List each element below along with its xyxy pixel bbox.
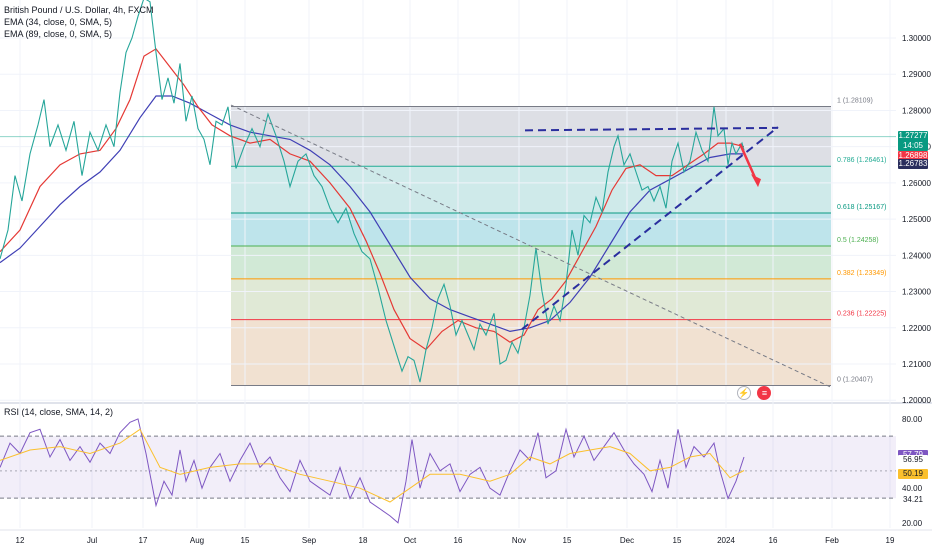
price-tick-label: 1.30000 bbox=[902, 34, 931, 43]
trendlines bbox=[230, 104, 831, 388]
time-tick-label: 19 bbox=[886, 536, 895, 545]
price-line bbox=[0, 0, 745, 383]
time-tick-label: Nov bbox=[512, 536, 526, 545]
fib-zone bbox=[231, 166, 831, 214]
price-tick-label: 1.22000 bbox=[902, 324, 931, 333]
rsi-ma-line bbox=[0, 428, 745, 503]
lightning-icon[interactable]: ⚡ bbox=[737, 386, 751, 400]
fib-level-label: 0 (1.20407) bbox=[837, 376, 873, 383]
rsi-legend[interactable]: RSI (14, close, SMA, 14, 2) bbox=[4, 407, 114, 417]
forecast-arrow-head bbox=[751, 174, 761, 188]
rsi-band bbox=[0, 436, 896, 499]
rsi-badge: 56.95 bbox=[898, 454, 928, 465]
time-tick-label: Dec bbox=[620, 536, 634, 545]
price-tick-label: 1.23000 bbox=[902, 288, 931, 297]
price-tick-label: 1.20000 bbox=[902, 396, 931, 405]
fib-level-label: 1 (1.28109) bbox=[837, 98, 873, 105]
time-tick-label: 15 bbox=[563, 536, 572, 545]
price-axis: 1.20000 1.21000 1.22000 1.23000 1.24000 1.250… bbox=[902, 34, 931, 405]
rsi-tick-label: 40.00 bbox=[902, 484, 923, 493]
price-tick-label: 1.26000 bbox=[902, 179, 931, 188]
time-tick-label: Oct bbox=[404, 536, 417, 545]
rsi-tick-label: 20.00 bbox=[902, 519, 923, 528]
time-tick-label: 15 bbox=[673, 536, 682, 545]
fib-zone bbox=[231, 213, 831, 246]
price-tick-label: 1.29000 bbox=[902, 70, 931, 79]
price-tick-label: 1.25000 bbox=[902, 215, 931, 224]
fib-zone bbox=[231, 319, 831, 386]
time-tick-label: 15 bbox=[241, 536, 250, 545]
ema89-legend[interactable]: EMA (89, close, 0, SMA, 5) bbox=[4, 29, 113, 39]
trendline bbox=[524, 126, 779, 132]
time-tick-label: Sep bbox=[302, 536, 317, 545]
trendline bbox=[521, 126, 779, 330]
us-flag-icon[interactable]: ≡ bbox=[757, 386, 772, 400]
time-tick-label: Feb bbox=[825, 536, 839, 545]
symbol-title[interactable]: British Pound / U.S. Dollar, 4h, FXCM bbox=[4, 5, 154, 15]
price-badge: 1.26783 bbox=[898, 158, 928, 169]
time-axis: 12 Jul 17 Aug 15 Sep 18 Oct 16 Nov 15 Dec 15 2024 16 Fe… bbox=[16, 536, 895, 545]
time-tick-label: Jul bbox=[87, 536, 97, 545]
fib-level-label: 0.382 (1.23349) bbox=[837, 270, 886, 277]
price-badge: 1.26898 bbox=[898, 151, 928, 162]
rsi-badge: 34.21 bbox=[898, 495, 928, 506]
ema34-legend[interactable]: EMA (34, close, 0, SMA, 5) bbox=[4, 17, 113, 27]
indicator-lines bbox=[0, 0, 745, 383]
rsi-tick-label: 80.00 bbox=[902, 415, 923, 424]
time-tick-label: 16 bbox=[769, 536, 778, 545]
rsi-line bbox=[0, 418, 745, 524]
fib-level-label: 0.618 (1.25167) bbox=[837, 204, 886, 211]
price-badge: 1.27277 14:05 bbox=[898, 130, 928, 151]
time-tick-label: 16 bbox=[454, 536, 463, 545]
fib-zone bbox=[231, 245, 831, 279]
rsi-badge: 50.19 bbox=[898, 468, 928, 479]
price-tick-label: 1.24000 bbox=[902, 251, 931, 260]
time-tick-label: 18 bbox=[359, 536, 368, 545]
fib-level-label: 0.786 (1.26461) bbox=[837, 157, 886, 164]
ema89-line bbox=[0, 95, 744, 333]
rsi-pane: 20.00 40.00 80.00 bbox=[0, 415, 923, 528]
time-tick-label: 12 bbox=[16, 536, 25, 545]
time-tick-label: Aug bbox=[190, 536, 204, 545]
trendline bbox=[230, 104, 831, 388]
fib-level-label: 0.5 (1.24258) bbox=[837, 237, 879, 244]
ema34-line bbox=[0, 48, 745, 351]
fib-level-label: 0.236 (1.22225) bbox=[837, 311, 886, 318]
event-icons: ⚡ ≡ bbox=[737, 383, 773, 401]
time-tick-label: 2024 bbox=[717, 536, 735, 545]
price-tick-label: 1.21000 bbox=[902, 360, 931, 369]
fibonacci-labels: 1 (1.28109) 0.786 (1.26461) 0.618 (1.25167… bbox=[837, 98, 886, 384]
bar-countdown: 14:05 bbox=[902, 140, 924, 150]
grid-lines bbox=[0, 0, 932, 531]
fibonacci-zones bbox=[231, 106, 831, 386]
price-tick-label: 1.28000 bbox=[902, 106, 931, 115]
time-tick-label: 17 bbox=[139, 536, 148, 545]
